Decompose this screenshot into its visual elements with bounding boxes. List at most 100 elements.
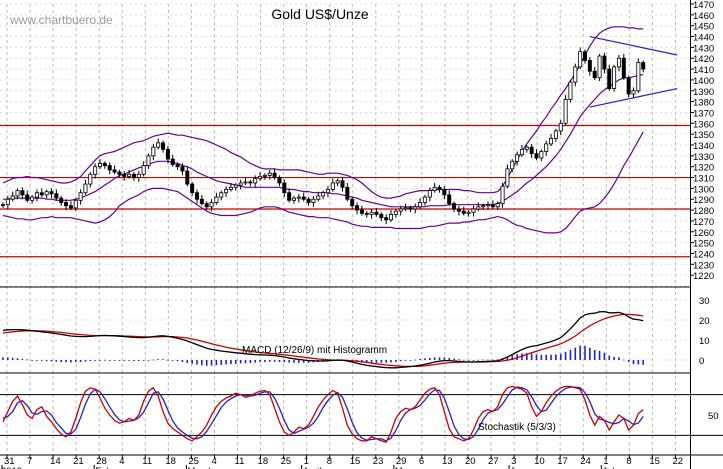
candle-body	[238, 182, 243, 186]
price-panel	[0, 26, 678, 234]
candle-body	[626, 77, 631, 95]
macd-histogram-bar	[419, 359, 421, 360]
candle-body	[136, 173, 141, 178]
macd-histogram-bar	[50, 360, 53, 362]
price-tick-label: 1390	[693, 87, 714, 98]
candle-body	[355, 205, 360, 211]
x-tick-label: 25	[281, 456, 292, 467]
macd-histogram-bar	[264, 360, 266, 362]
month-label: March	[187, 466, 213, 469]
candle-body	[524, 146, 529, 150]
macd-histogram-bar	[254, 360, 256, 363]
macd-histogram-bar	[506, 356, 509, 360]
x-tick-label: 7	[27, 456, 32, 467]
candle-body	[306, 198, 311, 203]
candle-body	[0, 204, 6, 207]
candle-body	[34, 192, 39, 198]
x-tick-label: 23	[373, 456, 384, 467]
macd-histogram-bar	[370, 360, 373, 363]
macd-histogram-bar	[118, 360, 121, 361]
macd-histogram-bar	[21, 358, 24, 360]
candle-body	[422, 196, 427, 203]
macd-histogram-bar	[60, 360, 62, 362]
macd-histogram-bar	[171, 360, 174, 361]
stochastic-tick-label: 50	[708, 411, 719, 422]
price-tick-label: 1340	[693, 141, 714, 152]
macd-histogram-bar	[462, 359, 465, 361]
macd-histogram-bar	[535, 354, 538, 360]
price-tick-label: 1300	[693, 184, 714, 195]
price-tick-label: 1370	[693, 108, 714, 119]
candle-body	[359, 209, 364, 214]
price-tick-label: 1460	[693, 11, 714, 22]
macd-histogram-bar	[41, 360, 43, 361]
macd-histogram-bar	[196, 360, 198, 365]
macd-histogram-bar	[564, 351, 567, 360]
candle-body	[73, 199, 78, 209]
price-tick-label: 1220	[693, 271, 714, 282]
macd-histogram-bar	[113, 360, 116, 361]
macd-histogram-bar	[205, 360, 208, 366]
macd-histogram-bar	[526, 353, 528, 360]
macd-histogram-bar	[487, 359, 489, 361]
candle-body	[636, 62, 641, 92]
month-label: June	[510, 466, 531, 469]
candle-body	[330, 182, 335, 190]
candle-body	[151, 146, 156, 157]
month-label: February	[95, 466, 133, 469]
candle-body	[262, 174, 267, 177]
candle-body	[20, 190, 25, 196]
candle-body	[5, 198, 10, 206]
x-tick-label: 4	[211, 456, 216, 467]
candle-body	[156, 142, 161, 148]
candle-body	[558, 122, 563, 132]
candle-body	[224, 189, 229, 194]
candle-body	[291, 197, 296, 201]
candle-body	[161, 142, 166, 150]
macd-histogram-bar	[104, 359, 106, 361]
macd-histogram-bar	[618, 357, 620, 360]
candle-body	[481, 205, 486, 208]
candle-body	[573, 66, 578, 83]
macd-histogram-bar	[225, 360, 227, 365]
macd-histogram-bar	[448, 358, 450, 360]
candle-body	[515, 154, 520, 162]
candle-body	[49, 191, 54, 195]
x-tick-label: 15	[649, 456, 660, 467]
macd-histogram-bar	[593, 350, 596, 360]
macd-histogram-bar	[220, 360, 223, 365]
candle-body	[170, 158, 175, 165]
macd-histogram-bar	[516, 354, 518, 360]
candle-body	[568, 81, 573, 100]
macd-histogram-bar	[230, 360, 232, 364]
candle-body	[597, 55, 602, 79]
macd-line	[2, 310, 644, 369]
macd-histogram-bar	[259, 360, 261, 363]
candle-body	[408, 207, 413, 210]
x-tick-label: 21	[73, 456, 84, 467]
price-tick-label: 1330	[693, 152, 714, 163]
macd-histogram-bar	[438, 357, 441, 360]
macd-histogram-bar	[579, 345, 581, 360]
macd-histogram-bar	[16, 358, 19, 360]
candle-body	[529, 146, 534, 155]
price-tick-label: 1280	[693, 206, 714, 217]
macd-histogram-bar	[482, 359, 484, 361]
macd-histogram-bar	[79, 360, 82, 362]
price-tick-label: 1410	[693, 65, 714, 76]
candle-body	[350, 198, 355, 207]
macd-histogram-bar	[84, 360, 87, 362]
macd-tick-label: 0	[699, 356, 704, 367]
macd-histogram-bar	[642, 360, 644, 365]
macd-histogram-bar	[210, 360, 213, 366]
x-tick-label: 6	[419, 456, 424, 467]
x-tick-label: 22	[672, 456, 683, 467]
x-tick-label: 20	[465, 456, 476, 467]
macd-histogram-bar	[128, 360, 130, 361]
macd-histogram-bar	[467, 360, 470, 361]
macd-histogram-bar	[2, 357, 4, 360]
price-tick-label: 1440	[693, 33, 714, 44]
candle-body	[122, 173, 127, 177]
x-tick-label: 1	[304, 456, 309, 467]
